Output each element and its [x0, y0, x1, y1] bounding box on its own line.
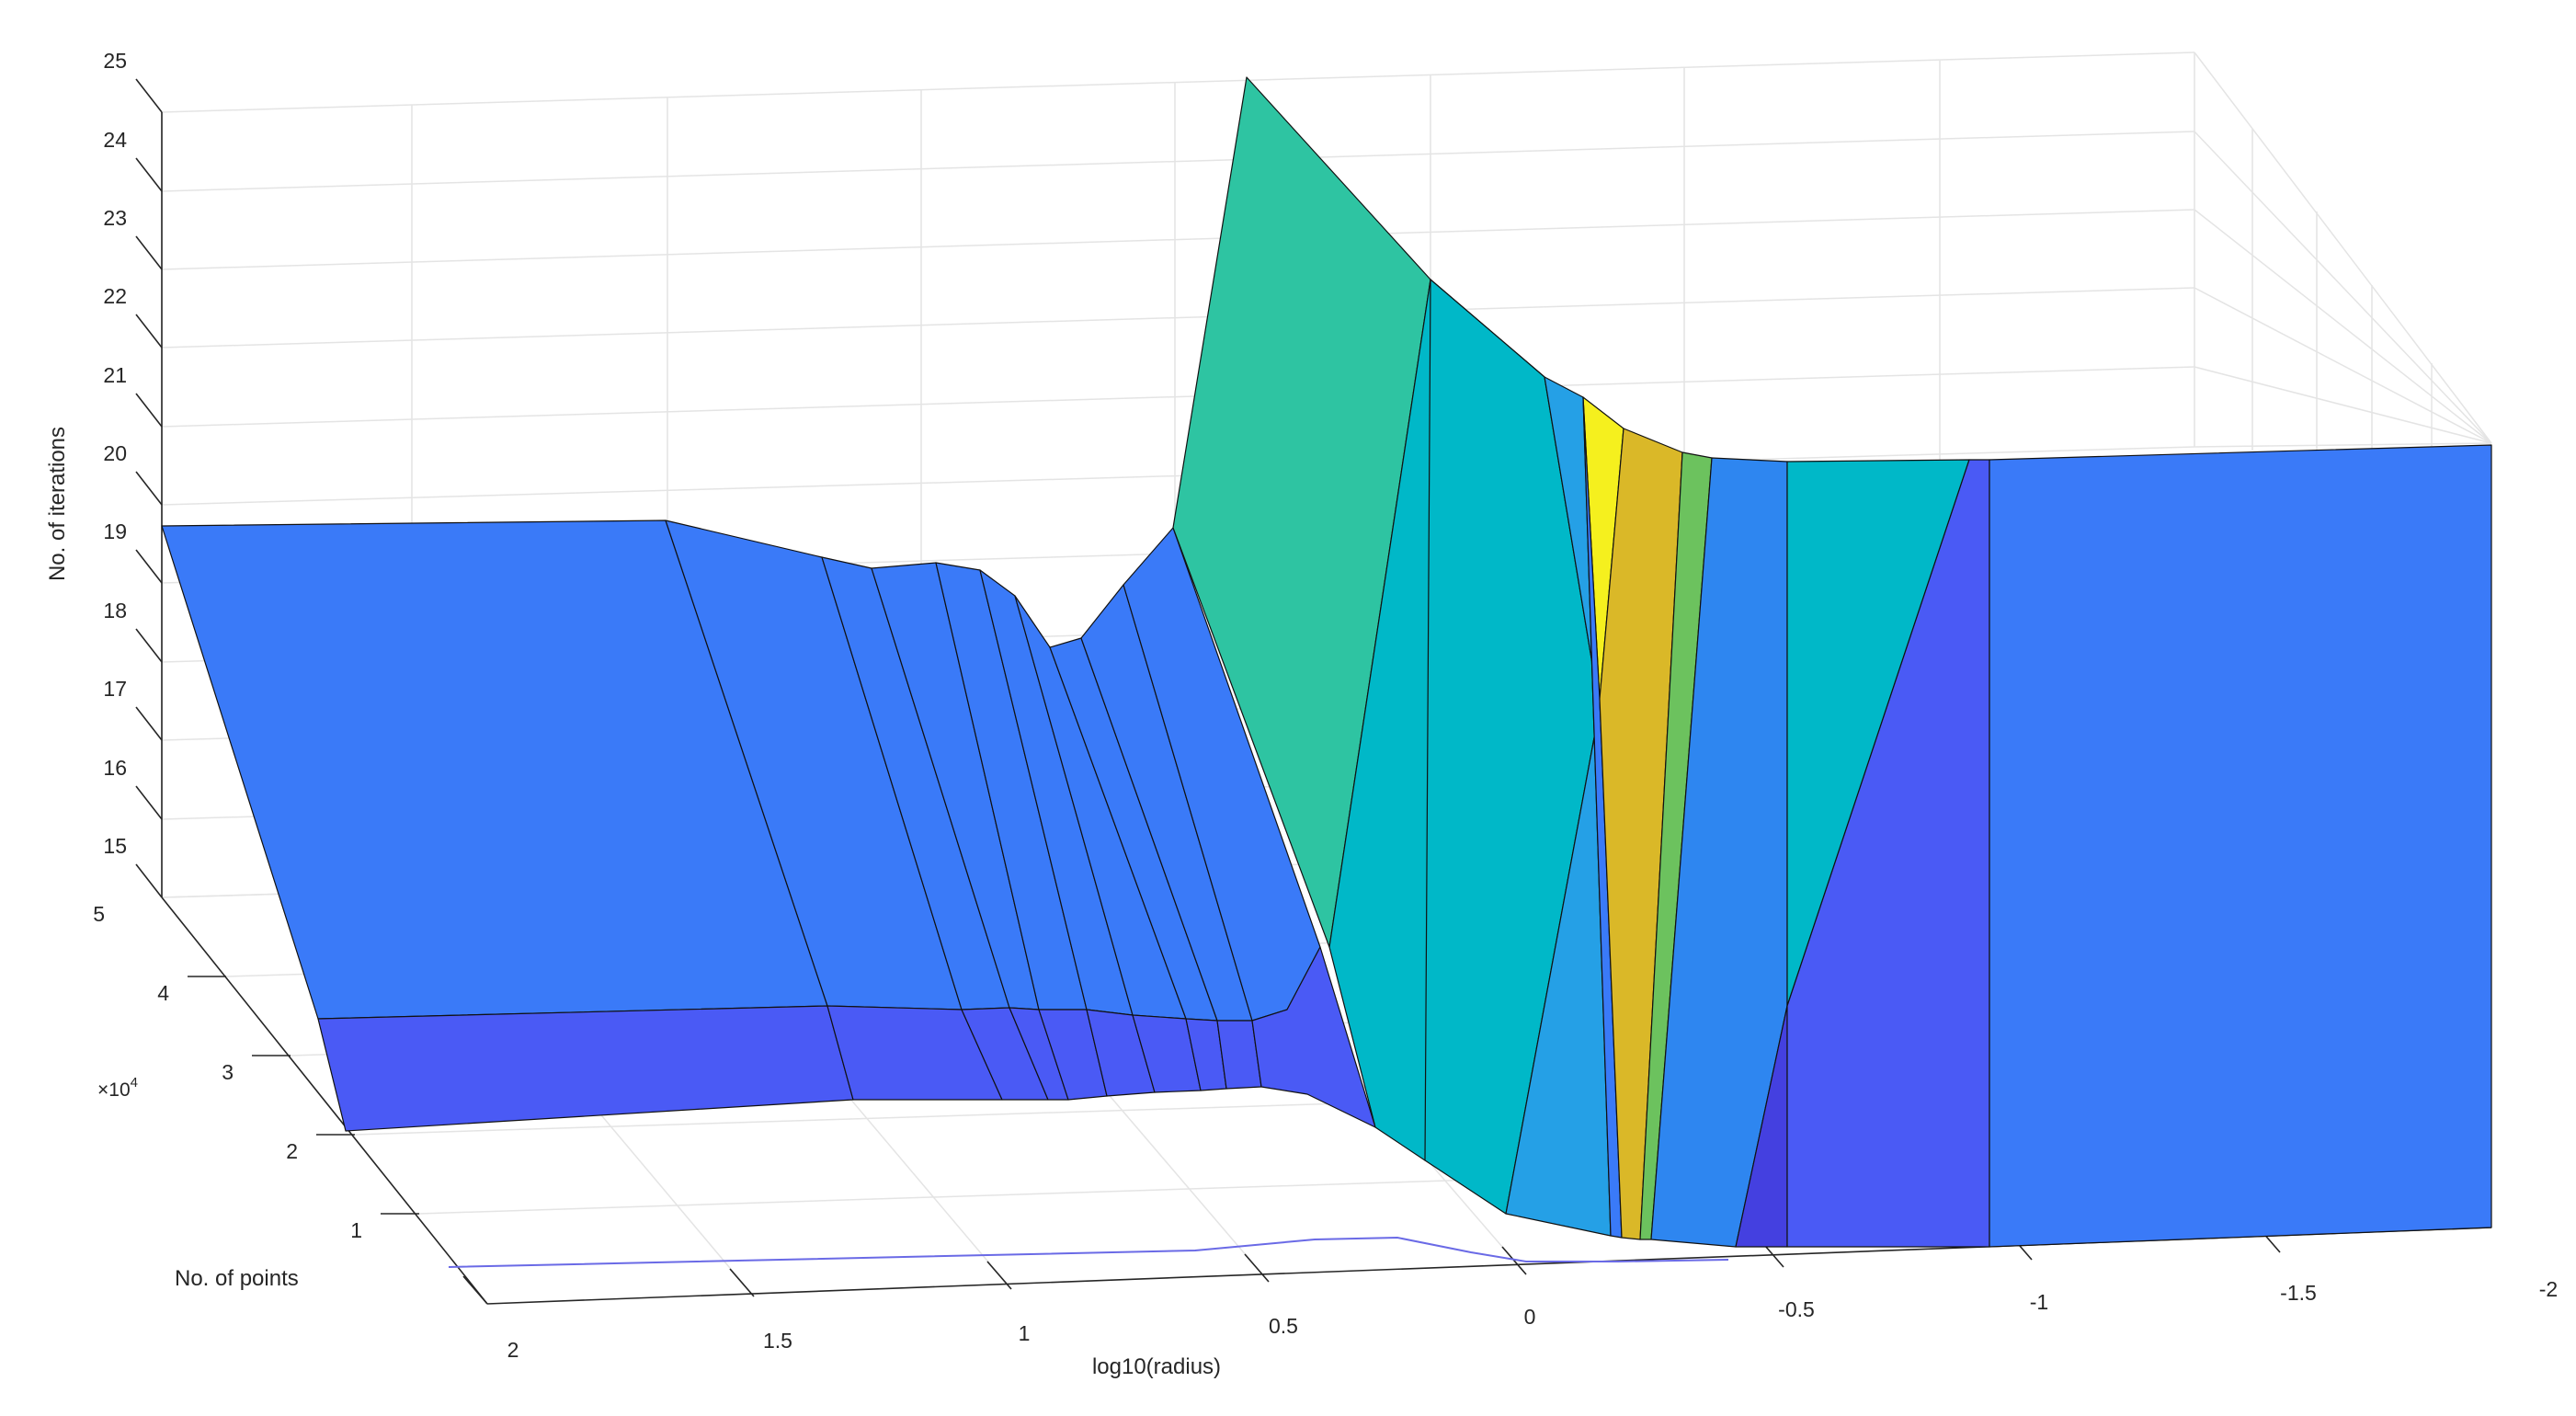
- x-tick-label: -1: [2030, 1290, 2048, 1314]
- x-tick-label: 1: [1019, 1321, 1031, 1345]
- z-tick-labels: 15 16 17 18 19 20 21 22 23 24 25: [103, 49, 127, 858]
- x-tick-label: -0.5: [1778, 1297, 1815, 1321]
- x-tick-label: -2: [2539, 1277, 2558, 1301]
- y-axis-exponent: ×104: [97, 1075, 138, 1101]
- x-axis-label: log10(radius): [1092, 1354, 1221, 1379]
- z-tick-label: 22: [103, 284, 127, 308]
- floor-contour-line: [448, 1236, 1729, 1268]
- x-tick-label: -1.5: [2280, 1281, 2317, 1305]
- z-tick-label: 25: [103, 49, 127, 73]
- x-tick-labels: 2 1.5 1 0.5 0 -0.5 -1 -1.5 -2: [507, 1277, 2559, 1362]
- x-tick-label: 0.5: [1269, 1314, 1298, 1338]
- y-tick-label: 1: [350, 1218, 362, 1242]
- z-tick-label: 19: [103, 520, 127, 543]
- y-tick-label: 3: [222, 1060, 234, 1084]
- z-tick-label: 16: [103, 756, 127, 780]
- surface-panel: [1505, 376, 1612, 1237]
- z-axis-label: No. of iterations: [45, 427, 70, 581]
- z-tick-label: 18: [103, 599, 127, 622]
- surface-panel: [1786, 459, 1990, 1248]
- z-tick-label: 17: [103, 677, 127, 701]
- y-axis-label: No. of points: [175, 1266, 299, 1291]
- z-tick-label: 15: [103, 834, 127, 858]
- z-tick-label: 20: [103, 441, 127, 465]
- x-tick-label: 2: [507, 1338, 519, 1362]
- z-tick-label: 24: [103, 128, 127, 152]
- x-tick-label: 1.5: [763, 1329, 792, 1353]
- surface-panel: [1989, 444, 2492, 1248]
- z-tick-label: 21: [103, 363, 127, 387]
- y-tick-label: 5: [93, 902, 105, 926]
- surface-panel: [317, 1005, 854, 1132]
- y-tick-label: 2: [286, 1139, 298, 1163]
- surface-panel: [1599, 428, 1683, 1240]
- x-tick-label: 0: [1524, 1305, 1536, 1329]
- y-tick-label: 4: [157, 981, 169, 1005]
- surface-panels: [161, 76, 2492, 1248]
- z-tick-label: 23: [103, 206, 127, 230]
- y-tick-labels: 1 2 3 4 5: [93, 902, 362, 1242]
